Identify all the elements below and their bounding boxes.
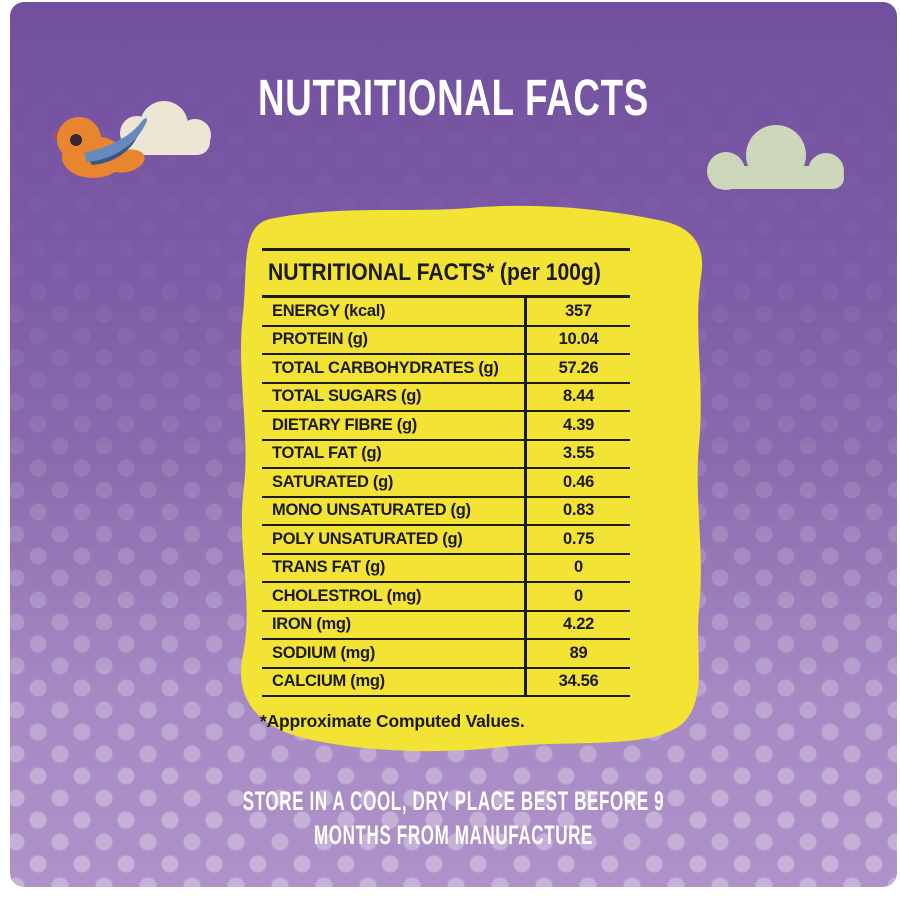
table-row: IRON (mg) 4.22 <box>262 611 630 640</box>
table-row: ENERGY (kcal) 357 <box>262 298 630 327</box>
nutrient-value: 3.55 <box>563 444 594 463</box>
nutrient-value: 0 <box>574 558 583 577</box>
storage-line-2: MONTHS FROM MANUFACTURE <box>313 820 594 850</box>
nutrient-value: 89 <box>569 643 588 662</box>
nutrient-value: 0 <box>574 586 583 605</box>
nutrient-name: TOTAL SUGARS (g) <box>262 383 527 410</box>
nutrient-name: IRON (mg) <box>262 611 527 638</box>
table-row: MONO UNSATURATED (g) 0.83 <box>262 497 630 526</box>
footnote: *Approximate Computed Values. <box>260 711 525 731</box>
nutrient-value: 34.56 <box>558 672 599 691</box>
table-row: SODIUM (mg) 89 <box>262 640 630 669</box>
nutrient-value: 0.46 <box>563 472 594 491</box>
nutrient-value: 4.22 <box>563 615 594 634</box>
table-header-text: NUTRITIONAL FACTS* (per 100g) <box>268 259 601 286</box>
nutrient-value: 57.26 <box>558 358 599 377</box>
nutrient-name: SODIUM (mg) <box>262 640 527 667</box>
storage-line-1: STORE IN A COOL, DRY PLACE BEST BEFORE 9 <box>242 786 665 816</box>
nutrient-value: 4.39 <box>563 415 594 434</box>
purple-label-background: NUTRITIONAL FACTS <box>10 2 897 887</box>
table-row: SATURATED (g) 0.46 <box>262 469 630 498</box>
nutrient-name: CALCIUM (mg) <box>262 668 527 695</box>
table-row: DIETARY FIBRE (g) 4.39 <box>262 412 630 441</box>
table-row: PROTEIN (g) 10.04 <box>262 326 630 355</box>
table-row: POLY UNSATURATED (g) 0.75 <box>262 526 630 555</box>
bird-icon <box>52 117 147 178</box>
nutrient-name: POLY UNSATURATED (g) <box>262 526 527 553</box>
nutrient-value: 357 <box>565 301 592 320</box>
page-title: NUTRITIONAL FACTS <box>10 68 897 127</box>
cloud-icon <box>120 101 211 155</box>
nutrient-value: 8.44 <box>563 387 594 406</box>
bird-and-cloud-illustration <box>52 101 211 178</box>
table-row: TOTAL SUGARS (g) 8.44 <box>262 383 630 412</box>
nutrient-name: ENERGY (kcal) <box>262 298 527 325</box>
table-row: TRANS FAT (g) 0 <box>262 554 630 583</box>
nutrient-name: DIETARY FIBRE (g) <box>262 412 527 439</box>
nutrient-name: TOTAL CARBOHYDRATES (g) <box>262 355 527 382</box>
cloud-icon <box>707 125 844 190</box>
page-title-text: NUTRITIONAL FACTS <box>257 69 649 126</box>
table-row: TOTAL FAT (g) 3.55 <box>262 440 630 469</box>
nutrient-name: TOTAL FAT (g) <box>262 440 527 467</box>
table-row: CALCIUM (mg) 34.56 <box>262 668 630 697</box>
nutrient-name: MONO UNSATURATED (g) <box>262 497 527 524</box>
nutrient-name: TRANS FAT (g) <box>262 554 527 581</box>
table-row: CHOLESTROL (mg) 0 <box>262 583 630 612</box>
nutrient-name: PROTEIN (g) <box>262 326 527 353</box>
table-body: ENERGY (kcal) 357 PROTEIN (g) 10.04 TOTAL CA… <box>262 298 630 697</box>
nutrient-name: SATURATED (g) <box>262 469 527 496</box>
storage-instructions: STORE IN A COOL, DRY PLACE BEST BEFORE 9… <box>10 784 897 852</box>
table-header: NUTRITIONAL FACTS* (per 100g) <box>262 251 630 298</box>
nutrition-facts-table: NUTRITIONAL FACTS* (per 100g) ENERGY (kc… <box>262 248 630 697</box>
nutrient-value: 0.75 <box>563 529 594 548</box>
nutrient-name: CHOLESTROL (mg) <box>262 583 527 610</box>
nutrient-value: 0.83 <box>563 501 594 520</box>
yellow-blob-shape <box>240 205 703 752</box>
nutrient-value: 10.04 <box>558 330 599 349</box>
table-row: TOTAL CARBOHYDRATES (g) 57.26 <box>262 355 630 384</box>
nutrition-label-blob: NUTRITIONAL FACTS* (per 100g) ENERGY (kc… <box>208 199 720 765</box>
